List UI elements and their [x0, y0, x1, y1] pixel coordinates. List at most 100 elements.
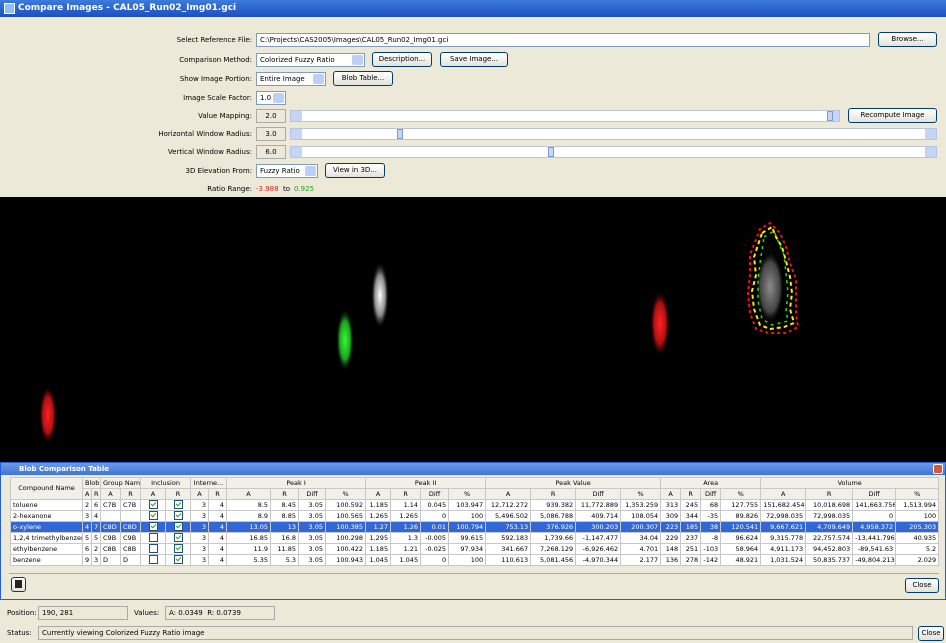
table-row[interactable]: ethylbenzene 6 2 C8B C8B 3 4 11.9 11.85 3.05 100.4…: [10, 543, 940, 555]
sub-header: %: [325, 488, 367, 500]
sub-header: R: [165, 488, 192, 500]
status-value: Currently viewing Colorized Fuzzy Ratio …: [38, 626, 913, 640]
sub-header: A: [82, 488, 92, 500]
v-radius-value: 6.0: [256, 145, 286, 159]
cell: 0: [852, 510, 897, 522]
scale-select[interactable]: 1.0: [256, 91, 286, 105]
status-label: Status:: [7, 629, 32, 637]
save-button[interactable]: [11, 577, 26, 592]
cell: -4,970.344: [575, 554, 622, 566]
sub-header: A: [226, 488, 272, 500]
cell: 309: [660, 510, 682, 522]
cell: 58.964: [720, 543, 762, 555]
view-3d-button[interactable]: View in 3D...: [325, 163, 385, 178]
cell: 1,513.994: [895, 499, 940, 511]
checkbox[interactable]: [173, 522, 183, 532]
table-row[interactable]: benzene 9 3 D D 3 4 5.35 5.3 3.05 100.943 1.045 1.04…: [10, 554, 940, 566]
recompute-button[interactable]: Recompute Image: [848, 108, 937, 123]
cell: 0: [420, 510, 450, 522]
cell: 100.794: [448, 521, 487, 533]
checkbox[interactable]: [173, 533, 183, 543]
cell: 5.35: [226, 554, 272, 566]
checkbox[interactable]: [148, 522, 158, 532]
close-button[interactable]: Close: [905, 578, 939, 593]
cell: 3: [190, 510, 210, 522]
cell: 3.05: [298, 543, 327, 555]
slider-thumb[interactable]: [548, 147, 554, 157]
cell: 50,835.737: [805, 554, 854, 566]
cell: 4: [208, 532, 228, 544]
column-header: Compound Name: [10, 477, 83, 500]
ratio-to: to: [283, 185, 291, 193]
value-mapping-value: 2.0: [256, 109, 286, 123]
close-button[interactable]: Close: [918, 626, 944, 641]
table-row[interactable]: toluene 2 6 C7B C7B 3 4 8.5 8.45 3.05 100.592 1.185…: [10, 499, 940, 511]
close-x[interactable]: [933, 464, 943, 474]
v-radius-slider[interactable]: [290, 146, 937, 158]
cell: 1.26: [390, 521, 422, 533]
sub-header: A: [485, 488, 532, 500]
blob-outline: [757, 229, 789, 326]
cell: 1.3: [390, 532, 422, 544]
browse-button[interactable]: Browse...: [878, 32, 937, 47]
cell: C7B: [100, 499, 122, 511]
checkbox[interactable]: [148, 500, 158, 510]
cell: C9B: [100, 532, 122, 544]
checkbox[interactable]: [148, 544, 158, 554]
sub-header: R: [270, 488, 300, 500]
cell: 2.029: [895, 554, 940, 566]
checkbox[interactable]: [148, 533, 158, 543]
compound-name: o-xylene: [10, 521, 83, 533]
cell: 3: [190, 543, 210, 555]
slider-right: [925, 129, 936, 139]
blob-outline: [750, 225, 796, 331]
cell: 97.934: [448, 543, 487, 555]
cell: 8.85: [270, 510, 300, 522]
cell: 5,496.502: [485, 510, 532, 522]
h-radius-slider[interactable]: [290, 128, 937, 140]
elevation-select[interactable]: Fuzzy Ratio: [256, 164, 318, 178]
checkbox[interactable]: [173, 544, 183, 554]
ratio-max: 0.925: [294, 185, 315, 193]
position-label: Position:: [7, 609, 37, 617]
cell: [120, 510, 142, 522]
table-row[interactable]: 2-hexanone 3 4 3 4 8.9 8.85 3.05 100.565 1.265 1.2…: [10, 510, 940, 522]
description-button[interactable]: Description...: [372, 52, 432, 67]
group-header: BlobID: [81, 477, 102, 489]
cell: 409.714: [575, 510, 622, 522]
cell: -13,441.796: [852, 532, 897, 544]
app-icon: [4, 3, 15, 14]
cell: 3.05: [298, 532, 327, 544]
checkbox[interactable]: [148, 511, 158, 521]
checkbox[interactable]: [173, 555, 183, 565]
checkbox[interactable]: [173, 511, 183, 521]
portion-select[interactable]: Entire Image: [256, 72, 326, 86]
cell: 1.265: [390, 510, 422, 522]
blob-table-button[interactable]: Blob Table...: [333, 71, 393, 86]
h-radius-value: 3.0: [256, 127, 286, 141]
slider-left: [291, 147, 302, 157]
table-row[interactable]: 1,2,4 trimethylbenzene 5 5 C9B C9B 3 4 16.85 16.…: [10, 532, 940, 544]
cell: C8D: [120, 521, 142, 533]
cell: 96.624: [720, 532, 762, 544]
cell: 100.422: [325, 543, 367, 555]
cell: C8B: [100, 543, 122, 555]
value-mapping-slider[interactable]: [290, 110, 840, 122]
cell: 300.203: [575, 521, 622, 533]
table-row[interactable]: o-xylene 4 7 C8D C8D 3 4 13.05 13 3.05 100.385 1.27…: [10, 521, 940, 533]
cell: 100: [895, 510, 940, 522]
checkbox[interactable]: [173, 500, 183, 510]
checkbox-cell: [140, 521, 167, 533]
group-header: Interne...: [190, 477, 228, 489]
sub-header: Diff: [575, 488, 622, 500]
save-image-button[interactable]: Save Image...: [440, 52, 508, 67]
checkbox[interactable]: [148, 555, 158, 565]
method-select[interactable]: Colorized Fuzzy Ratio: [256, 53, 365, 67]
checkbox-cell: [140, 499, 167, 511]
slider-right: [925, 147, 936, 157]
file-input[interactable]: C:\Projects\CAS2005\Images\CAL05_Run02_I…: [256, 33, 870, 47]
slider-thumb[interactable]: [397, 129, 403, 139]
slider-thumb[interactable]: [827, 111, 833, 121]
cell: 8.9: [226, 510, 272, 522]
cell: 38: [700, 521, 722, 533]
